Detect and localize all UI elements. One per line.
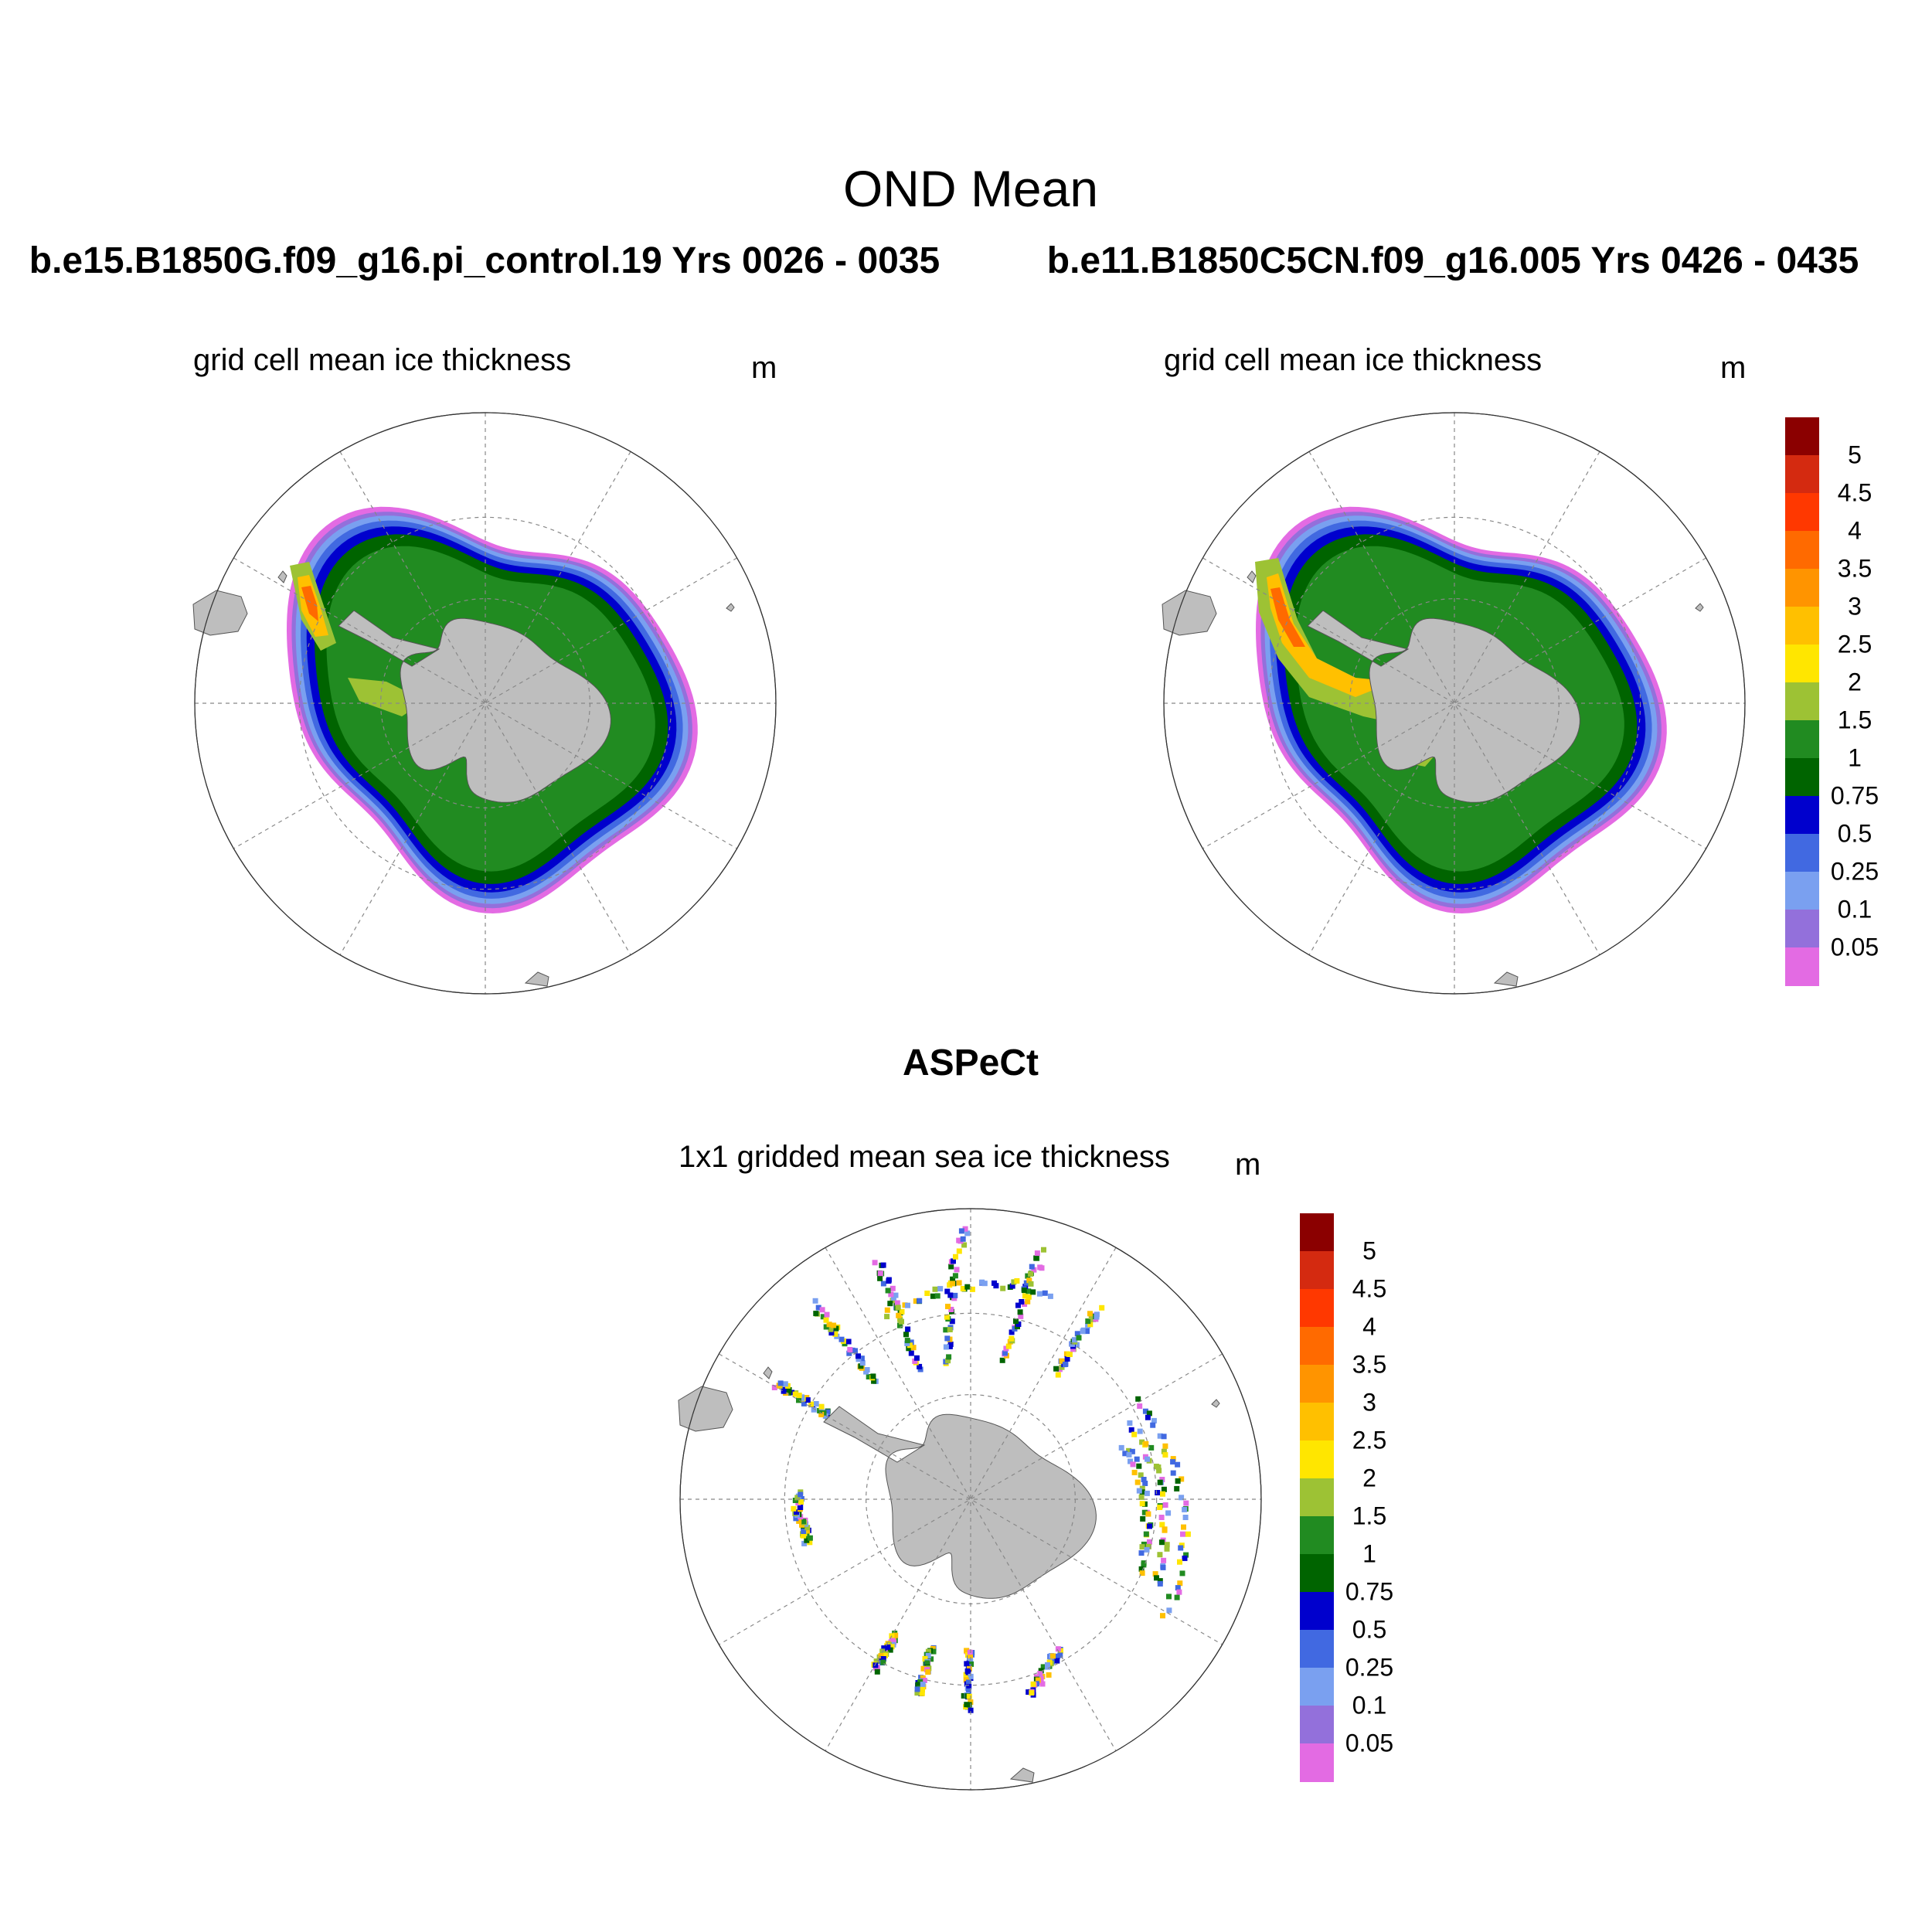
colorbar-label: 4.5 [1837, 478, 1872, 507]
left-polar-map [192, 412, 777, 995]
colorbar-swatch [1785, 720, 1819, 759]
colorbar-label: 0.75 [1345, 1577, 1394, 1606]
colorbar-swatch [1300, 1630, 1334, 1668]
colorbar-swatch [1300, 1743, 1334, 1782]
colorbar-label: 2 [1362, 1464, 1376, 1492]
colorbar-swatch [1785, 834, 1819, 872]
observation-title: ASPeCt [902, 1043, 1039, 1083]
colorbar-label: 0.05 [1345, 1729, 1394, 1757]
colorbar-label: 0.1 [1837, 895, 1872, 923]
colorbar-label: 0.5 [1837, 819, 1872, 848]
right-variable-title: grid cell mean ice thickness [1164, 343, 1543, 377]
colorbar-label: 5 [1362, 1236, 1376, 1265]
colorbar-swatch [1300, 1478, 1334, 1517]
colorbar-label: 4 [1362, 1312, 1376, 1341]
thickness-colorbar-bottom: 5 4.5 4 3.5 3 2.5 2 1.5 1 0.75 0.5 0.25 0.1 0.05 [1300, 1213, 1416, 1782]
colorbar-swatch [1300, 1516, 1334, 1555]
right-polar-map [1162, 412, 1746, 995]
colorbar-label: 1 [1848, 743, 1862, 772]
colorbar-label: 2 [1848, 668, 1862, 696]
colorbar-swatch [1300, 1440, 1334, 1479]
colorbar-label: 3 [1362, 1388, 1376, 1417]
colorbar-swatch [1300, 1327, 1334, 1366]
colorbar-label: 0.25 [1830, 857, 1879, 886]
colorbar-swatch [1785, 645, 1819, 683]
colorbar-label: 2.5 [1837, 630, 1872, 658]
colorbar-swatch [1785, 493, 1819, 532]
colorbar-swatch [1300, 1213, 1334, 1252]
colorbar-swatch [1300, 1251, 1334, 1290]
colorbar-swatch [1785, 455, 1819, 494]
colorbar-swatch [1300, 1668, 1334, 1706]
colorbar-label: 3.5 [1352, 1350, 1387, 1379]
colorbar-label: 1.5 [1837, 706, 1872, 734]
colorbar-swatch [1785, 417, 1819, 456]
colorbar-swatch [1785, 796, 1819, 835]
colorbar-label: 1.5 [1352, 1502, 1387, 1530]
colorbar-label: 0.75 [1830, 781, 1879, 810]
left-units-label: m [751, 351, 777, 385]
colorbar-label: 4.5 [1352, 1274, 1387, 1303]
observation-units-label: m [1235, 1148, 1261, 1182]
colorbar-swatch [1300, 1706, 1334, 1744]
colorbar-label: 4 [1848, 516, 1862, 545]
colorbar-swatch [1785, 682, 1819, 721]
colorbar-label: 2.5 [1352, 1426, 1387, 1454]
right-units-label: m [1720, 351, 1747, 385]
colorbar-label: 0.5 [1352, 1615, 1387, 1644]
figure-title: OND Mean [842, 160, 1099, 217]
colorbar-swatch [1300, 1289, 1334, 1328]
colorbar-swatch [1300, 1365, 1334, 1403]
left-case-title: b.e15.B1850G.f09_g16.pi_control.19 Yrs 0… [29, 240, 940, 281]
colorbar-label: 0.1 [1352, 1691, 1387, 1719]
colorbar-swatch [1785, 531, 1819, 570]
colorbar-label: 3 [1848, 592, 1862, 621]
colorbar-swatch [1785, 872, 1819, 910]
right-case-title: b.e11.B1850C5CN.f09_g16.005 Yrs 0426 - 0… [1046, 240, 1859, 281]
colorbar-label: 1 [1362, 1539, 1376, 1568]
colorbar-swatch [1785, 947, 1819, 986]
colorbar-swatch [1785, 569, 1819, 607]
colorbar-label: 5 [1848, 440, 1862, 469]
colorbar-swatch [1785, 758, 1819, 797]
left-variable-title: grid cell mean ice thickness [193, 343, 572, 377]
colorbar-label: 0.25 [1345, 1653, 1394, 1682]
colorbar-swatch [1300, 1403, 1334, 1441]
colorbar-swatch [1785, 910, 1819, 948]
colorbar-label: 3.5 [1837, 554, 1872, 583]
thickness-colorbar-top: 5 4.5 4 3.5 3 2.5 2 1.5 1 0.75 0.5 0.25 0.1 0.05 [1785, 417, 1901, 986]
observation-variable-title: 1x1 gridded mean sea ice thickness [679, 1140, 1170, 1174]
observation-polar-map [678, 1208, 1262, 1791]
colorbar-swatch [1300, 1554, 1334, 1593]
colorbar-swatch [1300, 1592, 1334, 1631]
colorbar-swatch [1785, 607, 1819, 645]
colorbar-label: 0.05 [1830, 933, 1879, 961]
